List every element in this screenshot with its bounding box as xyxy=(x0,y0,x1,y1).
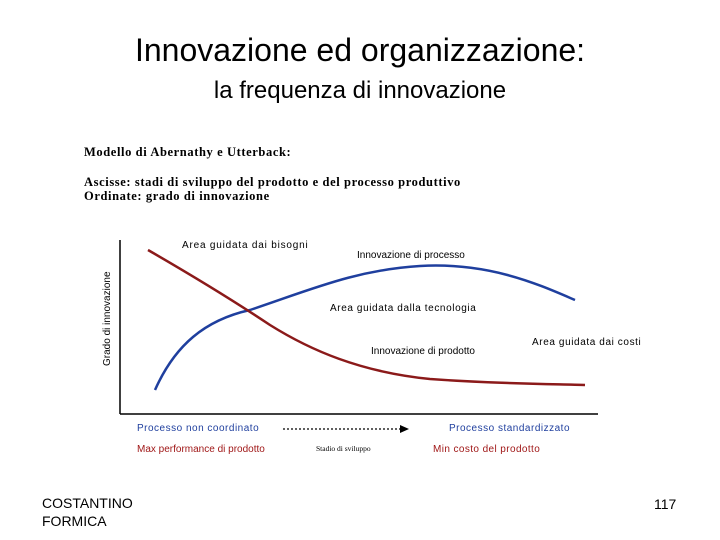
needs-area-label: Area guidata dai bisogni xyxy=(182,240,309,251)
slide-title: Innovazione ed organizzazione: xyxy=(134,32,586,68)
author-last-name: FORMICA xyxy=(42,513,107,529)
stage-arrow-head xyxy=(400,425,409,433)
max-performance-label: Max performance di prodotto xyxy=(137,444,265,455)
product-innovation-curve xyxy=(147,248,586,387)
author-first-name: COSTANTINO xyxy=(42,495,133,511)
process-innovation-label: Innovazione di processo xyxy=(357,250,465,261)
tech-area-label: Area guidata dalla tecnologia xyxy=(330,303,476,314)
product-innovation-label: Innovazione di prodotto xyxy=(371,346,475,357)
page-number: 117 xyxy=(654,496,677,512)
min-cost-label: Min costo del prodotto xyxy=(433,444,540,455)
author-footer: COSTANTINO FORMICA xyxy=(42,494,133,530)
process-innovation-curve xyxy=(153,264,576,391)
slide-subtitle: la frequenza di innovazione xyxy=(213,77,507,104)
model-heading: Modello di Abernathy e Utterback: xyxy=(84,145,292,159)
process-uncoordinated-label: Processo non coordinato xyxy=(137,423,259,434)
stage-development-label: Stadio di sviluppo xyxy=(316,444,371,453)
process-standardized-label: Processo standardizzato xyxy=(449,423,570,434)
cost-area-label: Area guidata dai costi xyxy=(532,337,641,348)
y-axis-description: Ordinate: grado di innovazione xyxy=(84,189,270,203)
y-axis-label: Grado di innovazione xyxy=(102,271,113,366)
x-axis-description: Ascisse: stadi di sviluppo del prodotto … xyxy=(84,175,461,189)
